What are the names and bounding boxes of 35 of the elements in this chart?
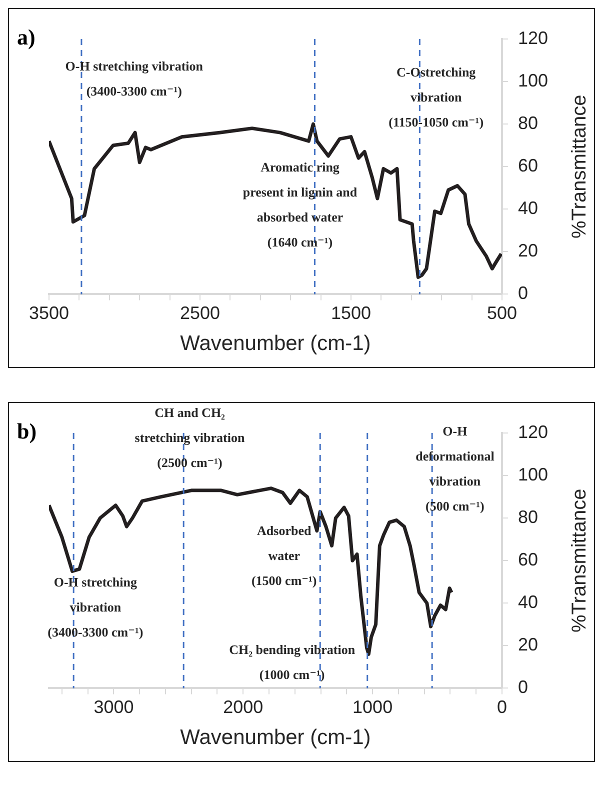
y-tick-label: 40 <box>518 198 538 218</box>
x-tick-label: 500 <box>486 302 517 323</box>
x-tick-label: 3500 <box>28 302 70 323</box>
annotation: O-H stretching vibration (3400-3300 cm⁻¹) <box>48 574 144 640</box>
y-tick-label: 80 <box>518 507 538 528</box>
annotation: Aromatic ring present in lignin and absorbed water (1640 cm⁻¹) <box>242 159 358 250</box>
x-tick-label: 1000 <box>352 696 393 717</box>
x-tick-label: 1500 <box>330 302 371 323</box>
y-tick-label: 40 <box>518 592 538 612</box>
annotation: Adsorbed water (1500 cm⁻¹) <box>251 523 317 588</box>
annotation: CH₂ bending vibration (1000 cm⁻¹) <box>229 642 356 682</box>
y-tick-label: 20 <box>518 634 538 655</box>
annotation: O-H stretching vibration (3400-3300 cm⁻¹) <box>65 58 204 98</box>
y-tick-label: 120 <box>518 422 548 442</box>
y-tick-label: 20 <box>518 240 538 261</box>
y-tick-label: 0 <box>518 677 528 698</box>
y-tick-label: 0 <box>518 283 528 304</box>
x-tick-label: 0 <box>496 696 507 717</box>
y-tick-label: 60 <box>518 156 538 176</box>
x-tick-label: 2000 <box>223 696 264 717</box>
annotation: O-H deformational vibration (500 cm⁻¹) <box>416 424 495 514</box>
x-axis-title: Wavenumber (cm-1) <box>180 726 371 750</box>
y-tick-label: 80 <box>518 113 538 134</box>
y-axis-title: %Transmittance <box>568 94 591 238</box>
annotation: CH and CH₂ stretching vibration (2500 cm⁻¹) <box>134 405 246 470</box>
y-tick-label: 120 <box>518 28 548 48</box>
y-tick-label: 100 <box>518 70 548 90</box>
x-axis-title: Wavenumber (cm-1) <box>180 332 371 356</box>
y-axis-title: %Transmittance <box>568 488 591 632</box>
y-tick-label: 60 <box>518 550 538 570</box>
chart-title: a) <box>17 24 36 50</box>
x-tick-label: 3000 <box>94 696 134 717</box>
y-tick-label: 100 <box>518 464 548 484</box>
chart-title: b) <box>17 418 37 444</box>
x-tick-label: 2500 <box>180 302 220 323</box>
